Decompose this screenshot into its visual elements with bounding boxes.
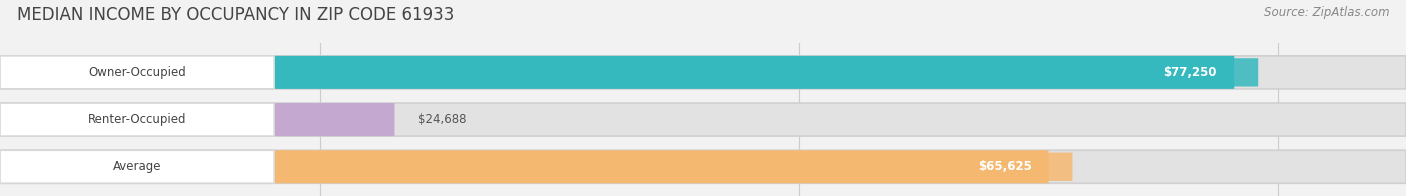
Text: Owner-Occupied: Owner-Occupied	[89, 66, 186, 79]
FancyBboxPatch shape	[0, 150, 1049, 183]
FancyBboxPatch shape	[0, 103, 274, 136]
Text: $24,688: $24,688	[419, 113, 467, 126]
Text: Source: ZipAtlas.com: Source: ZipAtlas.com	[1264, 6, 1389, 19]
FancyBboxPatch shape	[0, 103, 395, 136]
FancyBboxPatch shape	[1122, 58, 1258, 86]
Text: MEDIAN INCOME BY OCCUPANCY IN ZIP CODE 61933: MEDIAN INCOME BY OCCUPANCY IN ZIP CODE 6…	[17, 6, 454, 24]
FancyBboxPatch shape	[0, 150, 1406, 183]
FancyBboxPatch shape	[0, 56, 1234, 89]
FancyBboxPatch shape	[0, 56, 1406, 89]
FancyBboxPatch shape	[936, 153, 1073, 181]
Text: Renter-Occupied: Renter-Occupied	[87, 113, 187, 126]
Text: $77,250: $77,250	[1164, 66, 1218, 79]
Text: Average: Average	[112, 160, 162, 173]
Text: $65,625: $65,625	[977, 160, 1032, 173]
FancyBboxPatch shape	[0, 103, 1406, 136]
FancyBboxPatch shape	[0, 56, 274, 89]
FancyBboxPatch shape	[0, 150, 274, 183]
